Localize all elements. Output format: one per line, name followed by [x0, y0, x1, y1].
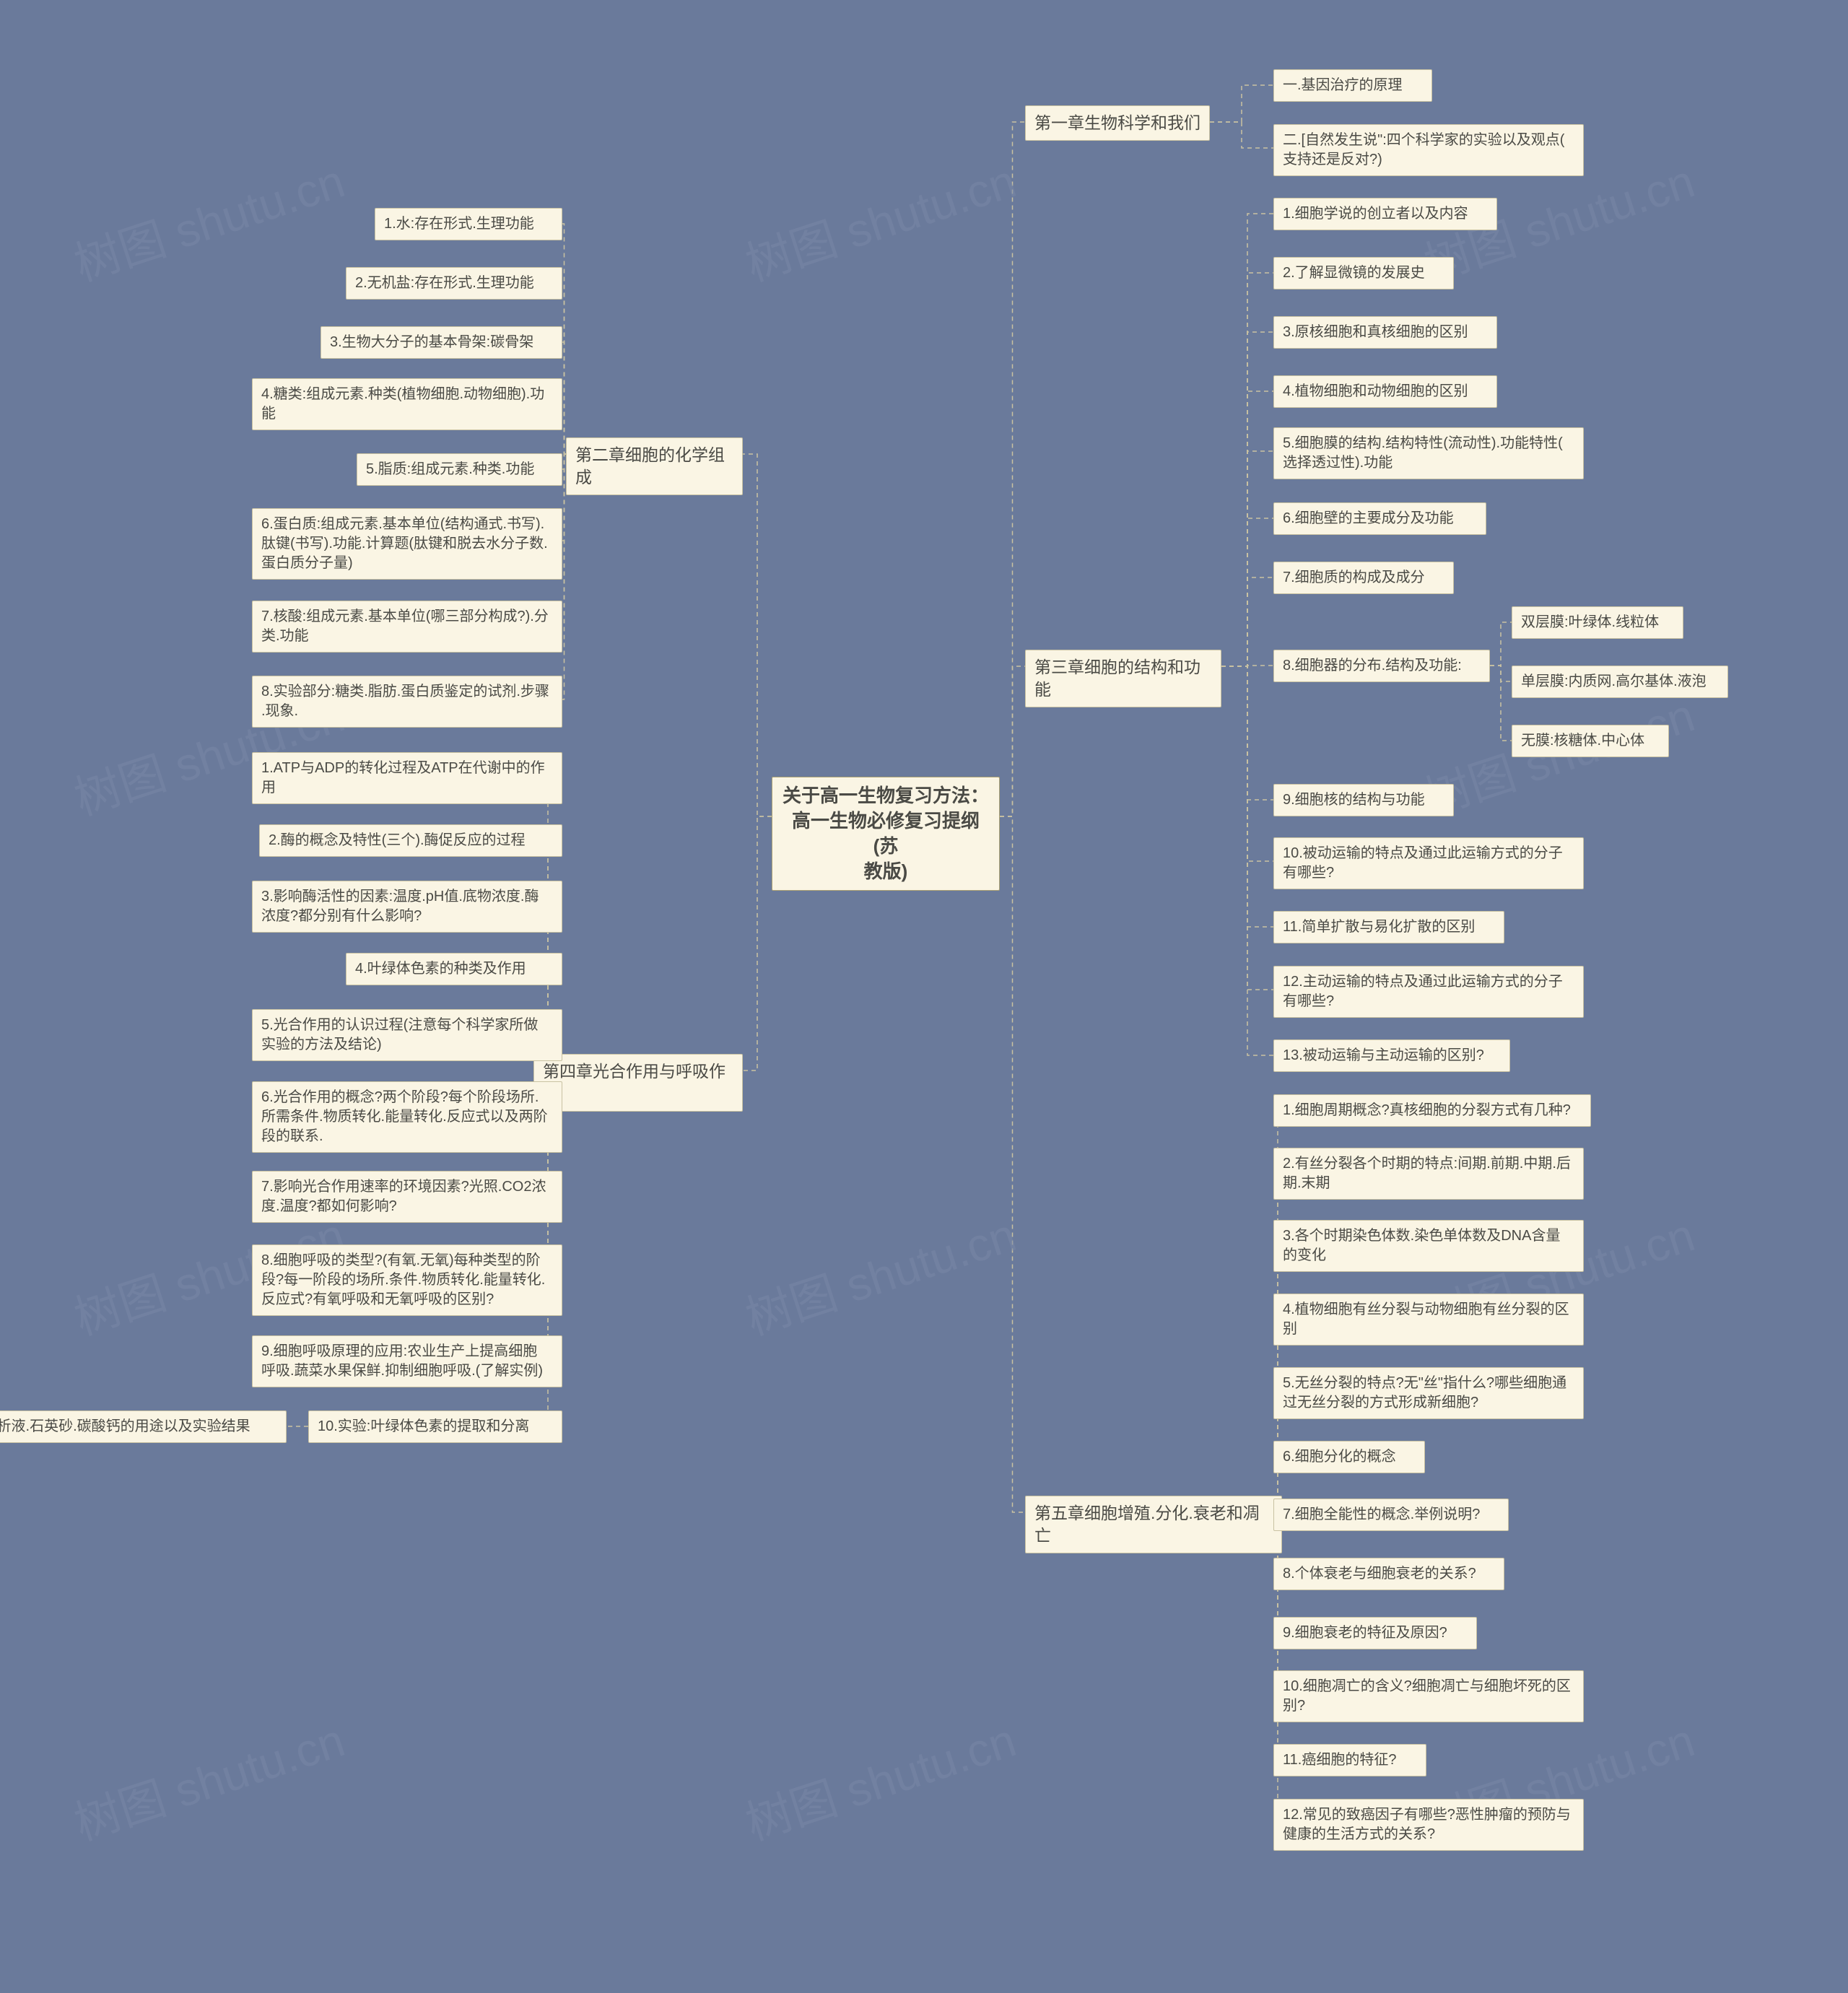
leaf-node: 6.细胞分化的概念	[1273, 1441, 1425, 1473]
leaf-node: 7.影响光合作用速率的环境因素?光照.CO2浓 度.温度?都如何影响?	[252, 1171, 562, 1223]
leaf-node: 二.[自然发生说":四个科学家的实验以及观点( 支持还是反对?)	[1273, 124, 1584, 176]
leaf-node: 8.细胞器的分布.结构及功能:	[1273, 650, 1490, 682]
leaf-node: 一.基因治疗的原理	[1273, 69, 1432, 102]
leaf-node: 丙酮.层析液.石英砂.碳酸钙的用途以及实验结果	[0, 1410, 287, 1443]
watermark: 树图 shutu.cn	[736, 1198, 1023, 1348]
watermark: 树图 shutu.cn	[736, 1704, 1023, 1853]
leaf-node: 9.细胞呼吸原理的应用:农业生产上提高细胞 呼吸.蔬菜水果保鲜.抑制细胞呼吸.(…	[252, 1335, 562, 1387]
leaf-node: 3.原核细胞和真核细胞的区别	[1273, 316, 1497, 349]
leaf-node: 1.ATP与ADP的转化过程及ATP在代谢中的作 用	[252, 752, 562, 804]
leaf-node: 10.被动运输的特点及通过此运输方式的分子 有哪些?	[1273, 837, 1584, 889]
leaf-node: 2.无机盐:存在形式.生理功能	[346, 267, 562, 300]
leaf-node: 6.细胞壁的主要成分及功能	[1273, 502, 1486, 535]
watermark: 树图 shutu.cn	[65, 1704, 352, 1853]
leaf-node: 3.影响酶活性的因素:温度.pH值.底物浓度.酶 浓度?都分别有什么影响?	[252, 881, 562, 933]
leaf-node: 4.植物细胞和动物细胞的区别	[1273, 375, 1497, 408]
leaf-node: 4.植物细胞有丝分裂与动物细胞有丝分裂的区 别	[1273, 1294, 1584, 1346]
leaf-node: 双层膜:叶绿体.线粒体	[1512, 606, 1683, 639]
leaf-node: 10.实验:叶绿体色素的提取和分离	[308, 1410, 562, 1443]
leaf-node: 4.糖类:组成元素.种类(植物细胞.动物细胞).功 能	[252, 378, 562, 430]
leaf-node: 3.各个时期染色体数.染色单体数及DNA含量 的变化	[1273, 1220, 1584, 1272]
leaf-node: 11.癌细胞的特征?	[1273, 1744, 1426, 1776]
leaf-node: 2.酶的概念及特性(三个).酶促反应的过程	[259, 824, 562, 857]
leaf-node: 2.有丝分裂各个时期的特点:间期.前期.中期.后 期.末期	[1273, 1148, 1584, 1200]
leaf-node: 10.细胞凋亡的含义?细胞凋亡与细胞坏死的区 别?	[1273, 1670, 1584, 1722]
leaf-node: 6.光合作用的概念?两个阶段?每个阶段场所. 所需条件.物质转化.能量转化.反应…	[252, 1081, 562, 1153]
leaf-node: 3.生物大分子的基本骨架:碳骨架	[321, 326, 562, 359]
leaf-node: 4.叶绿体色素的种类及作用	[346, 953, 562, 985]
leaf-node: 7.细胞全能性的概念.举例说明?	[1273, 1499, 1509, 1531]
leaf-node: 5.细胞膜的结构.结构特性(流动性).功能特性( 选择透过性).功能	[1273, 427, 1584, 479]
leaf-node: 1.细胞学说的创立者以及内容	[1273, 198, 1497, 230]
mindmap-canvas: 树图 shutu.cn 树图 shutu.cn 树图 shutu.cn 树图 shut…	[0, 0, 1848, 1993]
watermark: 树图 shutu.cn	[65, 144, 352, 294]
leaf-node: 7.核酸:组成元素.基本单位(哪三部分构成?).分 类.功能	[252, 601, 562, 653]
chapter-node: 第二章细胞的化学组成	[566, 437, 743, 495]
leaf-node: 9.细胞核的结构与功能	[1273, 784, 1454, 816]
leaf-node: 9.细胞衰老的特征及原因?	[1273, 1617, 1477, 1649]
leaf-node: 单层膜:内质网.高尔基体.液泡	[1512, 666, 1728, 698]
leaf-node: 8.个体衰老与细胞衰老的关系?	[1273, 1558, 1504, 1590]
leaf-node: 7.细胞质的构成及成分	[1273, 562, 1454, 594]
leaf-node: 1.细胞周期概念?真核细胞的分裂方式有几种?	[1273, 1094, 1591, 1127]
leaf-node: 6.蛋白质:组成元素.基本单位(结构通式.书写). 肽键(书写).功能.计算题(…	[252, 508, 562, 580]
leaf-node: 12.常见的致癌因子有哪些?恶性肿瘤的预防与 健康的生活方式的关系?	[1273, 1799, 1584, 1851]
leaf-node: 13.被动运输与主动运输的区别?	[1273, 1039, 1510, 1072]
leaf-node: 无膜:核糖体.中心体	[1512, 725, 1669, 757]
leaf-node: 8.细胞呼吸的类型?(有氧.无氧)每种类型的阶 段?每一阶段的场所.条件.物质转…	[252, 1244, 562, 1316]
chapter-node: 第一章生物科学和我们	[1025, 105, 1210, 141]
leaf-node: 12.主动运输的特点及通过此运输方式的分子 有哪些?	[1273, 966, 1584, 1018]
leaf-node: 2.了解显微镜的发展史	[1273, 257, 1454, 289]
chapter-node: 第五章细胞增殖.分化.衰老和凋亡	[1025, 1496, 1282, 1553]
chapter-node: 第三章细胞的结构和功能	[1025, 650, 1221, 707]
leaf-node: 5.光合作用的认识过程(注意每个科学家所做 实验的方法及结论)	[252, 1009, 562, 1061]
chapter-node: 第四章光合作用与呼吸作用	[533, 1054, 743, 1112]
leaf-node: 5.脂质:组成元素.种类.功能	[357, 453, 562, 486]
root-node: 关于高一生物复习方法： 高一生物必修复习提纲(苏 教版)	[772, 777, 1000, 891]
watermark: 树图 shutu.cn	[736, 144, 1023, 294]
leaf-node: 5.无丝分裂的特点?无"丝"指什么?哪些细胞通 过无丝分裂的方式形成新细胞?	[1273, 1367, 1584, 1419]
leaf-node: 8.实验部分:糖类.脂肪.蛋白质鉴定的试剂.步骤 .现象.	[252, 676, 562, 728]
leaf-node: 1.水:存在形式.生理功能	[375, 208, 562, 240]
leaf-node: 11.简单扩散与易化扩散的区别	[1273, 911, 1504, 943]
